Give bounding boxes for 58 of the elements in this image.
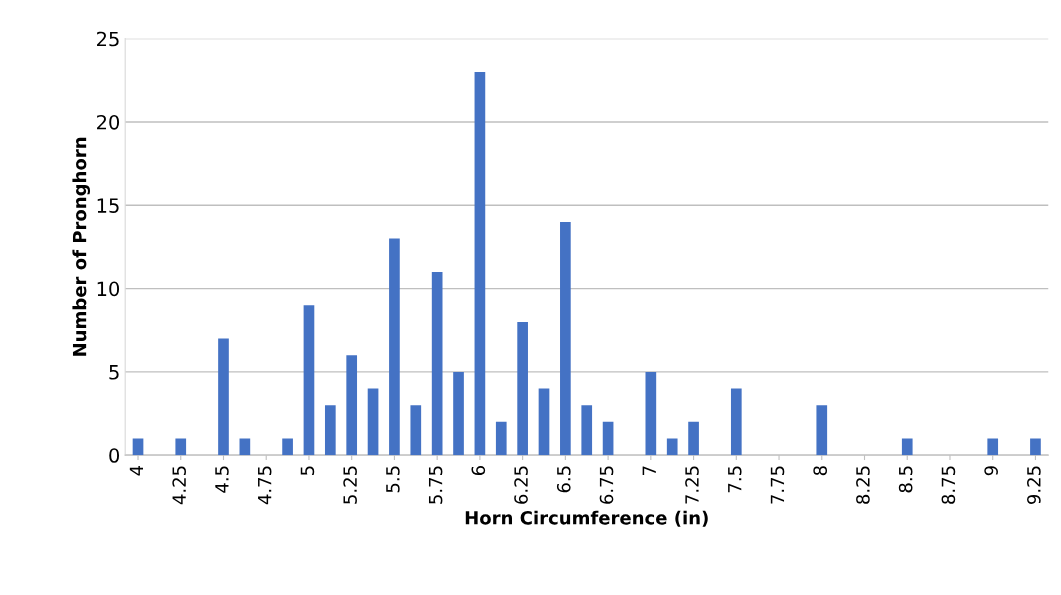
x-tick-label: 6.25 [514,466,528,504]
bar [218,338,229,456]
x-tick-label: 7.5 [728,466,742,493]
bar [666,438,678,456]
bar [901,438,913,456]
bar [645,371,657,456]
bar [132,438,144,456]
x-tick-label: 5 [300,466,315,475]
x-tick-label: 8.25 [856,466,870,504]
y-tick-label: 0 [109,448,120,463]
x-tick-label: 9 [984,466,998,476]
x-tick-label: 8 [813,466,828,476]
bar [517,321,528,456]
bar [303,305,315,456]
x-tick-label: 5.5 [386,466,400,493]
x-tick-label: 5.75 [428,466,443,504]
y-tick-label: 20 [97,114,120,130]
x-tick-label: 5.25 [343,466,357,504]
y-tick-label: 15 [97,198,119,213]
x-tick-label: 7.75 [770,466,785,504]
bar [389,238,400,456]
x-tick-label: 6 [471,466,486,476]
x-tick-label: 4.25 [172,466,186,505]
bar [987,438,999,456]
y-tick-label: 10 [97,281,120,297]
y-tick-label: 25 [97,31,119,47]
x-tick-label: 8.5 [898,466,913,493]
x-tick-label: 6.75 [599,466,614,504]
bar [602,421,614,456]
x-tick-label: 4.75 [258,466,272,505]
bar [239,438,251,456]
bar [538,388,550,456]
x-tick-label: 4 [129,465,143,476]
bar [346,355,358,456]
x-tick-label: 8.75 [941,466,956,504]
y-tick-label: 5 [109,365,119,380]
bar [431,271,443,456]
x-tick-label: 4.5 [215,466,229,493]
bar [410,405,422,456]
x-tick-label: 7 [642,466,656,475]
x-tick-label: 6.5 [556,466,571,493]
bar [730,388,742,456]
bar [1030,438,1041,456]
bar [453,371,464,456]
y-axis-title: Number of Pronghorn [72,137,91,356]
bar [560,221,571,456]
bar [816,405,828,456]
bar [175,438,187,456]
bar [581,405,593,456]
x-tick-label: 7.25 [685,466,699,504]
bar [495,421,507,456]
bar [324,405,336,456]
x-axis-title: Horn Circumference (in) [465,510,708,527]
bar [474,72,486,456]
bar [367,388,379,456]
bar [282,438,293,456]
bar [688,421,699,456]
x-tick-label: 9.25 [1027,466,1041,504]
